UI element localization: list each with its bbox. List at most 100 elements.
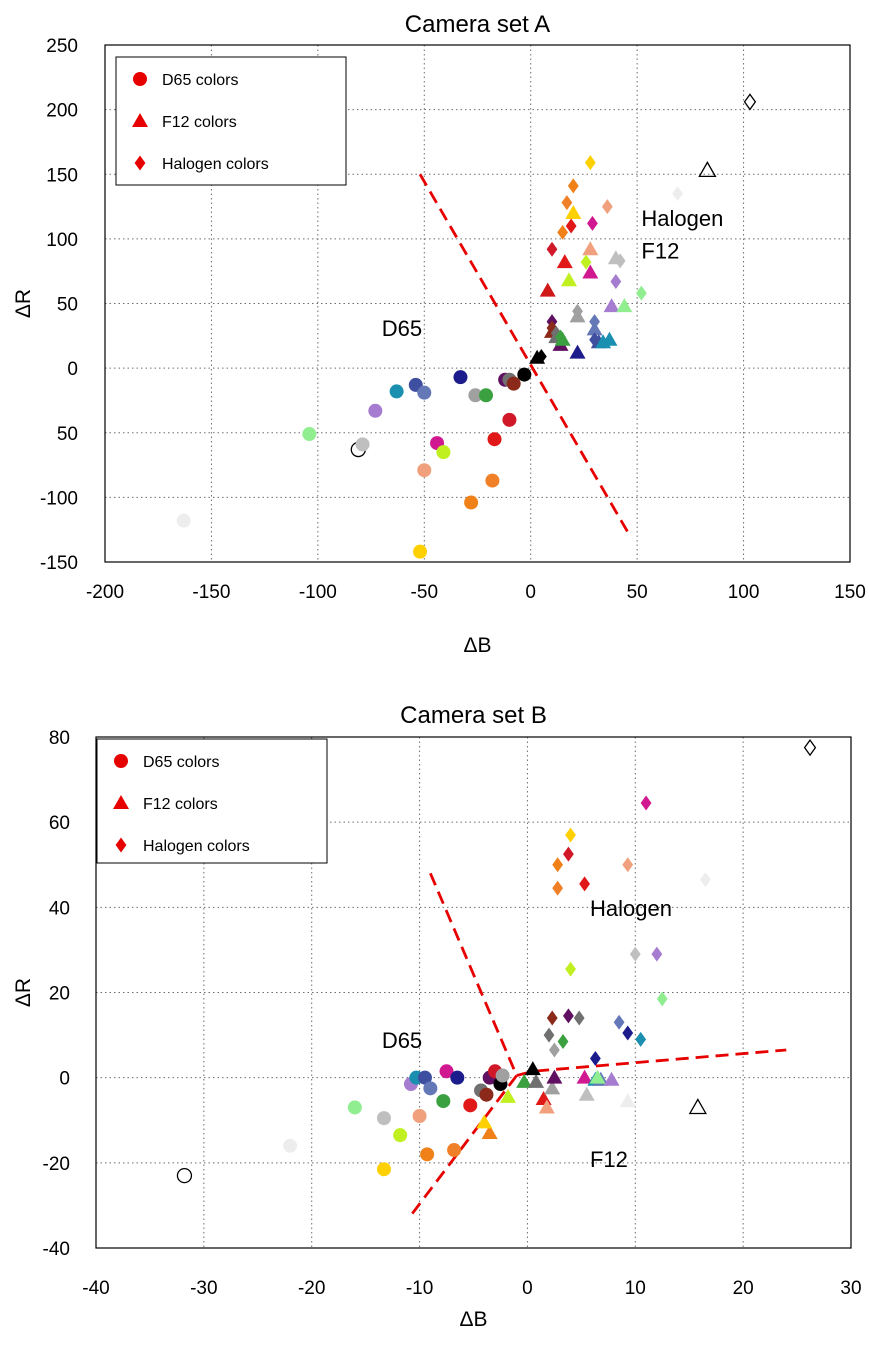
point-circle xyxy=(389,384,404,399)
point-circle xyxy=(495,1068,510,1083)
series-circle xyxy=(176,1064,510,1184)
point-circle xyxy=(176,513,191,528)
point-triangle xyxy=(578,1086,595,1101)
series-diamond xyxy=(535,93,757,364)
x-tick-label: 30 xyxy=(840,1278,861,1299)
series-triangle xyxy=(529,161,717,364)
x-axis-label: ΔB xyxy=(463,634,491,657)
point-circle xyxy=(436,1094,451,1109)
point-triangle xyxy=(539,282,556,297)
point-diamond xyxy=(552,857,564,873)
point-diamond xyxy=(651,946,663,962)
point-triangle xyxy=(546,1069,563,1084)
y-tick-label: 50 xyxy=(57,295,78,316)
y-tick-label: 80 xyxy=(49,728,70,749)
point-diamond xyxy=(636,285,647,301)
legend-box xyxy=(96,738,328,864)
point-triangle xyxy=(538,1099,555,1114)
legend-circle-icon xyxy=(114,754,128,768)
point-triangle xyxy=(544,1080,561,1095)
point-diamond xyxy=(535,348,547,364)
region-label: F12 xyxy=(641,238,679,263)
y-tick-label: -40 xyxy=(43,1239,70,1260)
point-diamond xyxy=(565,961,576,977)
point-circle xyxy=(413,544,428,559)
point-circle xyxy=(283,1138,298,1153)
point-triangle xyxy=(500,1088,517,1103)
point-diamond xyxy=(561,195,573,211)
y-tick-label: -100 xyxy=(40,488,78,509)
x-tick-label: -30 xyxy=(190,1278,217,1299)
x-axis-label: ΔB xyxy=(459,1308,487,1331)
y-tick-label: 100 xyxy=(46,230,78,251)
point-circle xyxy=(479,388,494,403)
y-tick-label: -20 xyxy=(43,1154,70,1175)
point-triangle xyxy=(556,254,573,269)
boundary-line xyxy=(418,173,630,535)
point-diamond xyxy=(622,857,634,873)
y-tick-label: 0 xyxy=(67,359,78,380)
x-tick-label: 0 xyxy=(525,582,536,603)
point-diamond xyxy=(579,876,590,892)
x-tick-label: -40 xyxy=(82,1278,109,1299)
point-diamond xyxy=(656,991,668,1007)
point-diamond xyxy=(546,1010,558,1026)
y-tick-label: -150 xyxy=(40,553,78,574)
point-triangle xyxy=(582,241,599,256)
point-diamond xyxy=(803,739,817,757)
legend: D65 colors F12 colors Halogen colors xyxy=(115,56,347,186)
point-circle xyxy=(479,1087,494,1102)
point-diamond xyxy=(589,1051,601,1067)
point-circle xyxy=(506,376,521,391)
chart-title: Camera set A xyxy=(405,11,550,38)
x-tick-label: 10 xyxy=(625,1278,646,1299)
point-diamond xyxy=(743,93,757,111)
point-circle xyxy=(176,1167,193,1184)
point-circle xyxy=(464,495,479,510)
x-tick-label: 150 xyxy=(834,582,866,603)
boundary-line xyxy=(429,872,787,1078)
point-triangle xyxy=(698,161,717,178)
point-diamond xyxy=(557,1033,569,1049)
point-triangle xyxy=(582,264,599,279)
point-circle xyxy=(487,432,502,447)
point-triangle xyxy=(576,1069,593,1084)
point-diamond xyxy=(552,880,564,896)
x-tick-label: -20 xyxy=(298,1278,325,1299)
legend-triangle-icon xyxy=(132,113,148,127)
point-triangle xyxy=(688,1098,707,1115)
boundary-line xyxy=(407,1074,518,1220)
point-diamond xyxy=(610,274,622,290)
x-tick-label: 0 xyxy=(522,1278,533,1299)
point-diamond xyxy=(563,1008,574,1024)
y-tick-label: 150 xyxy=(46,165,78,186)
point-diamond xyxy=(587,215,598,231)
point-diamond xyxy=(567,178,579,194)
point-circle xyxy=(420,1147,435,1162)
legend: D65 colors F12 colors Halogen colors xyxy=(96,738,328,864)
x-tick-label: 100 xyxy=(728,582,760,603)
point-diamond xyxy=(543,1027,555,1043)
legend-entry-label: F12 colors xyxy=(162,114,237,131)
point-triangle xyxy=(481,1125,498,1140)
point-diamond xyxy=(640,795,652,811)
point-circle xyxy=(439,1064,454,1079)
point-circle xyxy=(417,463,432,478)
x-tick-label: -200 xyxy=(86,582,124,603)
x-tick-label: -100 xyxy=(299,582,337,603)
y-axis-label: ΔR xyxy=(12,978,35,1007)
point-circle xyxy=(450,1070,465,1085)
point-triangle xyxy=(603,298,620,313)
point-triangle xyxy=(528,1073,545,1088)
point-circle xyxy=(463,1098,478,1113)
series-diamond xyxy=(543,739,817,1067)
point-diamond xyxy=(589,314,600,330)
point-diamond xyxy=(548,1042,560,1058)
legend-entry-label: Halogen colors xyxy=(162,156,269,173)
legend-entry-label: D65 colors xyxy=(143,754,219,771)
x-tick-label: -150 xyxy=(192,582,230,603)
y-tick-label: 60 xyxy=(49,813,70,834)
y-tick-label: 200 xyxy=(46,101,78,122)
point-triangle xyxy=(616,298,633,313)
point-diamond xyxy=(672,186,683,202)
